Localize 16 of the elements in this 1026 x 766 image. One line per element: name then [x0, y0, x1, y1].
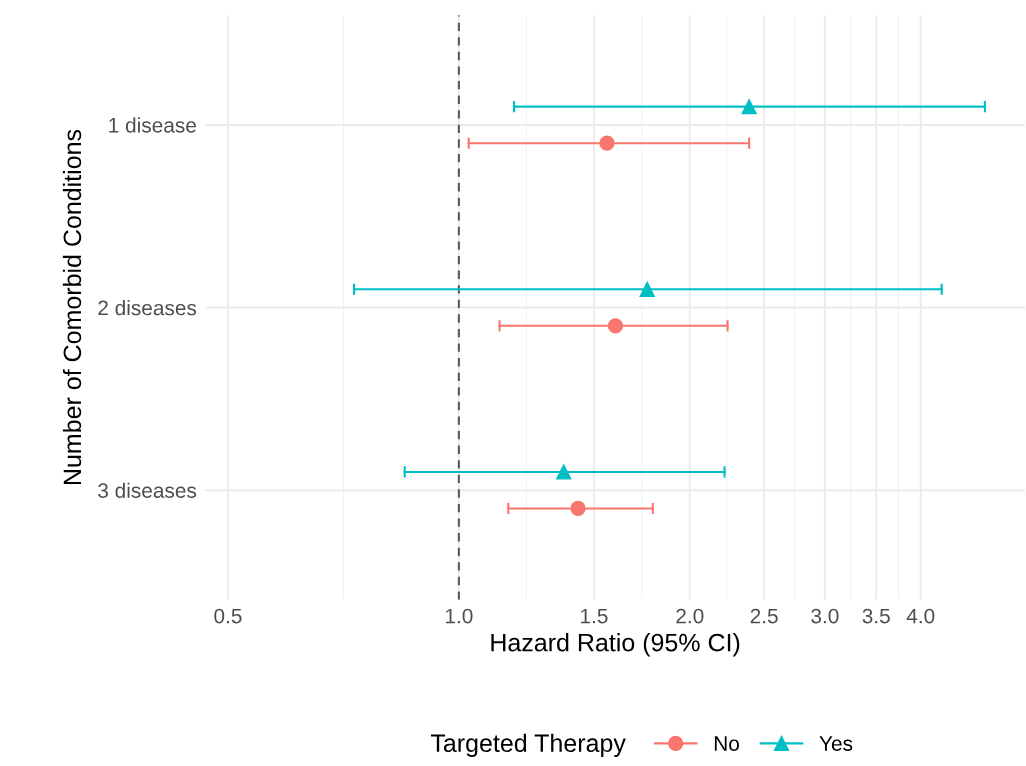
x-tick-label: 3.5 — [862, 608, 890, 624]
y-tick-label: 3 diseases — [98, 482, 197, 498]
y-tick-label: 1 disease — [109, 117, 196, 133]
x-tick-label: 1.0 — [445, 608, 473, 624]
legend-title: Targeted Therapy — [430, 733, 626, 757]
x-tick-label: 2.5 — [750, 608, 778, 624]
legend-label: No — [714, 736, 739, 751]
y-tick-label: 2 diseases — [98, 300, 197, 316]
legend-label: Yes — [819, 736, 853, 751]
y-axis-title: Number of Comorbid Conditions — [62, 129, 82, 485]
x-axis-title: Hazard Ratio (95% CI) — [491, 633, 740, 657]
x-tick-label: 3.0 — [811, 608, 839, 624]
x-tick-label: 1.5 — [581, 608, 608, 624]
x-tick-label: 4.0 — [906, 608, 935, 624]
x-tick-label: 0.5 — [214, 608, 242, 624]
x-tick-label: 2.0 — [676, 608, 704, 624]
